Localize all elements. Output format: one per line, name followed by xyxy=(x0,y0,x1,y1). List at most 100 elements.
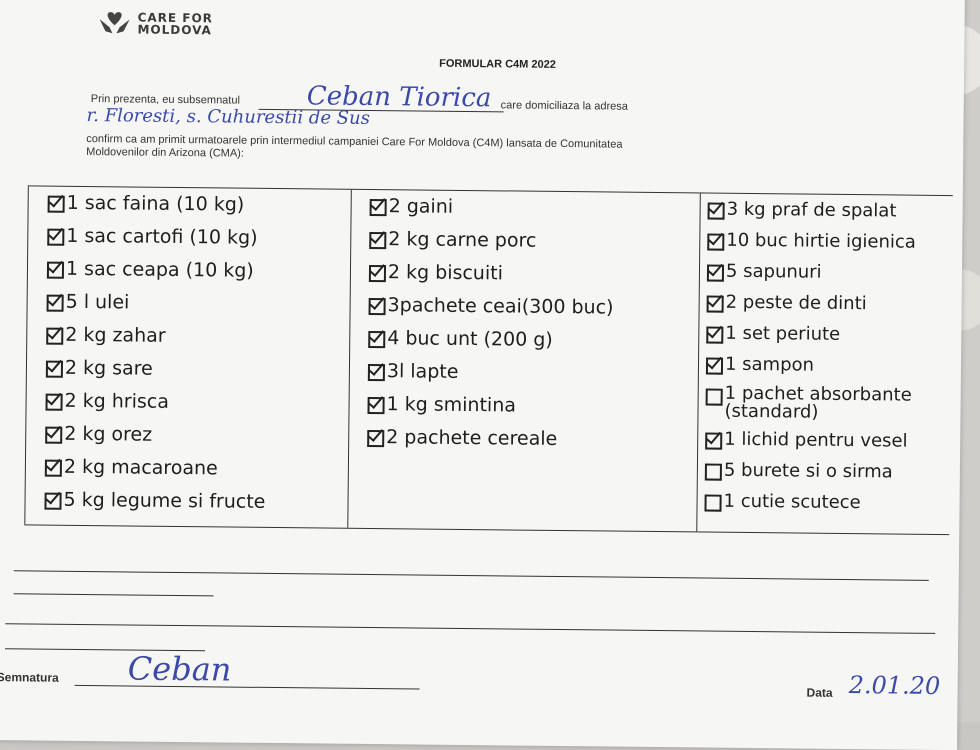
column-hygiene: 3 kg praf de spalat 10 buc hirtie igienic… xyxy=(704,199,976,525)
checklist-item-label: 10 buc hirtie igienica xyxy=(726,229,917,253)
checklist-item-label: 2 peste de dinti xyxy=(725,291,867,315)
checklist-item: 5 sapunuri xyxy=(706,260,976,295)
checklist-item-label: 4 buc unt (200 g) xyxy=(387,327,553,351)
checkbox[interactable] xyxy=(368,264,387,283)
checkbox[interactable] xyxy=(367,429,385,448)
checklist-item-label: 2 kg biscuiti xyxy=(387,261,504,285)
address-handwritten: r. Floresti, s. Cuhurestii de Sus xyxy=(86,105,371,129)
checklist-item: 1 pachet absorbante (standard) xyxy=(705,382,974,432)
checklist-item: 5 kg legume si fructe xyxy=(44,488,266,524)
checkbox[interactable] xyxy=(704,494,722,512)
checklist-item-label: 1 lichid pentru vesel xyxy=(724,428,908,452)
checkbox[interactable] xyxy=(47,228,65,246)
checklist-item-label: 2 gaini xyxy=(388,195,454,218)
notes-line xyxy=(5,623,936,634)
checklist-item: 2 kg zahar xyxy=(46,324,267,359)
checklist-item: 1 set periute xyxy=(706,323,975,357)
checklist-item-label: 1 sac faina (10 kg) xyxy=(66,191,245,216)
checklist-item-label: 2 kg macaroane xyxy=(63,455,218,480)
checklist-item-label: 2 kg carne porc xyxy=(388,228,537,252)
checkbox[interactable] xyxy=(705,432,723,450)
checkbox[interactable] xyxy=(706,264,725,282)
checkbox[interactable] xyxy=(706,295,724,313)
checkbox[interactable] xyxy=(44,492,62,510)
checkbox[interactable] xyxy=(45,393,63,411)
confirm-text-2: Moldovenilor din Arizona (CMA): xyxy=(86,146,244,160)
checklist-item-label: 1 sampon xyxy=(724,353,815,376)
checkbox[interactable] xyxy=(44,459,62,477)
checkbox[interactable] xyxy=(705,388,723,406)
checklist-item-label: 1 cutie scutece xyxy=(723,490,861,514)
checklist-item: 10 buc hirtie igienica xyxy=(707,230,976,264)
date-handwritten: 2.01.20 xyxy=(848,671,941,700)
checklist-item-label: 3l lapte xyxy=(386,360,459,383)
checkbox[interactable] xyxy=(45,426,63,444)
checklist-item: 1 kg smintina xyxy=(367,393,612,429)
checklist-item: 2 kg biscuiti xyxy=(368,261,614,297)
notes-line xyxy=(13,570,929,581)
checklist-item-label: 3 kg praf de spalat xyxy=(726,198,897,222)
checklist-item: 2 peste de dinti xyxy=(706,292,975,326)
checklist-item-label: 1 pachet absorbante (standard) xyxy=(724,382,912,423)
checkbox[interactable] xyxy=(707,202,725,220)
checklist-item-label: 3pachete ceai(300 buc) xyxy=(387,294,614,319)
checklist-item-label: 2 kg orez xyxy=(64,422,153,446)
date-label: Data xyxy=(806,685,833,700)
checklist-item-label: 5 burete si o sirma xyxy=(723,459,893,483)
checklist-item: 5 burete si o sirma xyxy=(704,459,974,494)
checkbox[interactable] xyxy=(705,357,724,375)
checklist-item-label: 2 kg sare xyxy=(64,356,153,380)
checkbox[interactable] xyxy=(46,294,64,312)
checkbox[interactable] xyxy=(367,396,385,415)
checklist-item: 2 kg hrisca xyxy=(45,390,266,425)
checkbox[interactable] xyxy=(704,463,722,481)
checklist-item-label: 2 kg zahar xyxy=(65,323,166,347)
column-food: 1 sac faina (10 kg) 1 sac cartofi (10 kg)… xyxy=(44,192,268,524)
checkbox[interactable] xyxy=(369,198,387,217)
checklist-item: 1 sac ceapa (10 kg) xyxy=(46,257,268,293)
checklist-item: 2 pachete cereale xyxy=(367,426,612,462)
checkbox[interactable] xyxy=(45,360,64,378)
signature-label: Semnatura xyxy=(0,670,59,685)
divider xyxy=(24,186,29,525)
checkbox[interactable] xyxy=(368,330,386,349)
logo: CARE FOR MOLDOVA xyxy=(97,9,213,38)
checklist-item: 5 l ulei xyxy=(46,291,267,326)
items-table: 1 sac faina (10 kg) 1 sac cartofi (10 kg)… xyxy=(24,185,953,536)
checklist-item-label: 1 kg smintina xyxy=(386,393,517,417)
checklist-item-label: 5 sapunuri xyxy=(725,260,822,283)
notes-line xyxy=(13,593,214,597)
checklist-item-label: 5 kg legume si fructe xyxy=(63,488,266,513)
form-title: FORMULAR C4M 2022 xyxy=(439,57,556,71)
checklist-item: 2 kg macaroane xyxy=(44,455,266,491)
checkbox[interactable] xyxy=(46,327,64,345)
checklist-item: 2 gaini xyxy=(369,195,614,231)
divider xyxy=(696,193,701,532)
checklist-item: 2 kg orez xyxy=(45,423,266,458)
checklist-item: 1 cutie scutece xyxy=(704,491,973,525)
checkbox[interactable] xyxy=(47,195,65,213)
checkbox[interactable] xyxy=(367,363,385,382)
checklist-item: 4 buc unt (200 g) xyxy=(368,327,613,363)
checklist-item: 1 lichid pentru vesel xyxy=(705,429,974,463)
checkbox[interactable] xyxy=(707,233,725,251)
checkbox[interactable] xyxy=(368,297,386,316)
checklist-item: 1 sac cartofi (10 kg) xyxy=(47,225,268,260)
checkbox[interactable] xyxy=(46,261,65,279)
checklist-item-label: 2 kg hrisca xyxy=(64,389,170,413)
divider xyxy=(347,189,352,528)
checklist-item-label: 1 sac ceapa (10 kg) xyxy=(65,257,254,282)
checklist-item: 3 kg praf de spalat xyxy=(707,199,976,233)
checklist-item: 2 kg sare xyxy=(45,356,267,392)
checklist-item: 3pachete ceai(300 buc) xyxy=(368,294,614,330)
heart-hands-icon xyxy=(99,12,130,34)
intro-suffix: care domiciliaza la adresa xyxy=(500,99,628,113)
checklist-item-label: 5 l ulei xyxy=(65,290,130,314)
column-food-2: 2 gaini 2 kg carne porc 2 kg biscuiti 3pach… xyxy=(367,195,615,462)
signature-line xyxy=(74,684,420,690)
checkbox[interactable] xyxy=(369,231,387,250)
checklist-item-label: 1 sac cartofi (10 kg) xyxy=(66,224,258,249)
checklist-item: 2 kg carne porc xyxy=(369,228,614,264)
checkbox[interactable] xyxy=(706,326,724,344)
